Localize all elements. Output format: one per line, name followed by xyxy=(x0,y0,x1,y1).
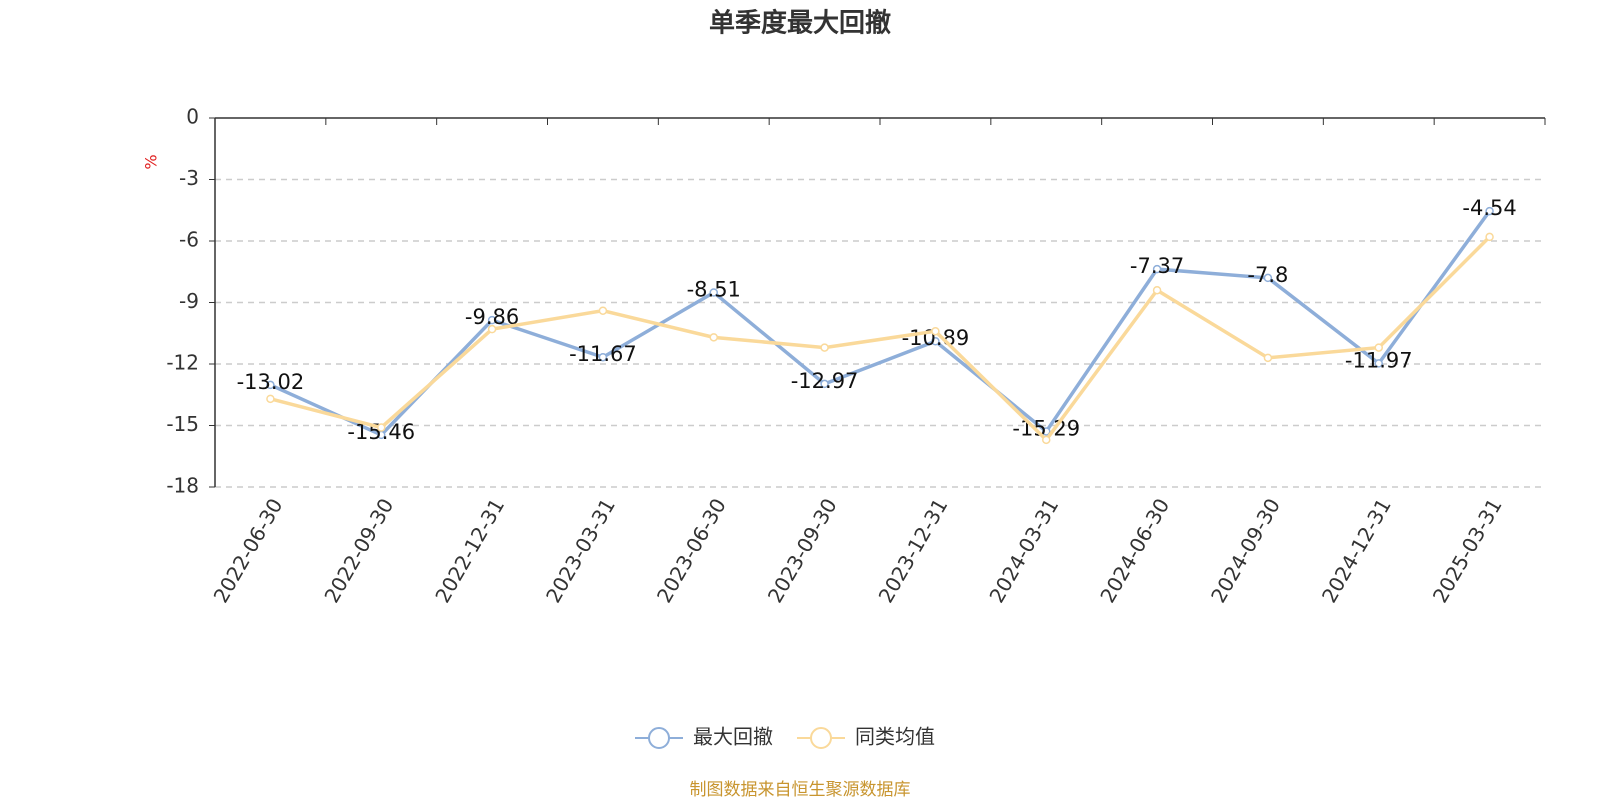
x-tick-label: 2023-06-30 xyxy=(652,494,731,607)
point xyxy=(598,352,608,362)
data-label: -12.97 xyxy=(791,369,859,393)
source-note: 制图数据来自恒生聚源数据库 xyxy=(690,780,911,800)
x-tick-label: 2022-12-31 xyxy=(430,494,509,607)
point xyxy=(820,379,829,389)
legend-label: 最大回撤 xyxy=(693,725,773,749)
y-tick-label: -3 xyxy=(179,166,199,190)
x-tick-label: 2024-03-31 xyxy=(984,494,1063,607)
data-label: -7.37 xyxy=(1130,254,1184,278)
x-tick-label: 2025-03-31 xyxy=(1428,494,1507,607)
point xyxy=(1042,435,1051,445)
data-label: -4.54 xyxy=(1462,196,1516,220)
x-tick-label: 2024-06-30 xyxy=(1095,494,1174,607)
data-label: -11.67 xyxy=(569,342,637,366)
y-tick-label: -15 xyxy=(166,412,199,436)
point xyxy=(266,380,275,390)
x-tick-label: 2024-09-30 xyxy=(1206,494,1285,607)
y-tick-label: -18 xyxy=(166,474,199,498)
series-line xyxy=(269,235,1491,443)
point xyxy=(598,306,608,315)
point xyxy=(1042,427,1051,436)
point xyxy=(1374,359,1383,368)
data-label: -11.97 xyxy=(1345,348,1413,372)
point xyxy=(709,333,718,342)
point xyxy=(266,394,275,404)
y-tick-label: 0 xyxy=(186,105,199,129)
legend-marker xyxy=(810,727,832,749)
y-tick-label: -6 xyxy=(179,228,199,252)
legend-item[interactable]: 同类均值 xyxy=(797,725,935,749)
x-tick-label: 2022-09-30 xyxy=(319,494,398,607)
x-tick-label: 2023-12-31 xyxy=(874,494,953,607)
point xyxy=(487,324,497,334)
point xyxy=(377,423,386,432)
point xyxy=(1374,343,1383,352)
point xyxy=(931,336,940,346)
point xyxy=(931,326,940,336)
point xyxy=(709,288,718,297)
y-axis-label: % xyxy=(142,154,161,169)
series-line xyxy=(269,210,1491,438)
y-tick-label: -12 xyxy=(166,351,199,375)
point xyxy=(1152,264,1162,274)
point xyxy=(1263,353,1273,363)
point xyxy=(487,315,497,325)
x-tick-label: 2023-03-31 xyxy=(541,494,620,607)
x-tick-label: 2024-12-31 xyxy=(1317,494,1396,607)
data-label: -13.02 xyxy=(237,370,305,394)
point xyxy=(820,343,829,352)
point xyxy=(1485,232,1494,242)
legend-marker xyxy=(648,727,670,749)
x-tick-label: 2022-06-30 xyxy=(209,494,288,607)
point xyxy=(1485,206,1494,216)
chart-title: 单季度最大回撤 xyxy=(709,8,891,39)
legend-label: 同类均值 xyxy=(855,725,935,749)
legend-item[interactable]: 最大回撤 xyxy=(635,725,773,749)
data-label: -7.8 xyxy=(1247,263,1288,287)
point xyxy=(1152,285,1162,295)
point xyxy=(1263,273,1273,283)
y-tick-label: -9 xyxy=(179,289,199,313)
data-label: -8.51 xyxy=(687,277,741,301)
x-tick-label: 2023-09-30 xyxy=(763,494,842,607)
